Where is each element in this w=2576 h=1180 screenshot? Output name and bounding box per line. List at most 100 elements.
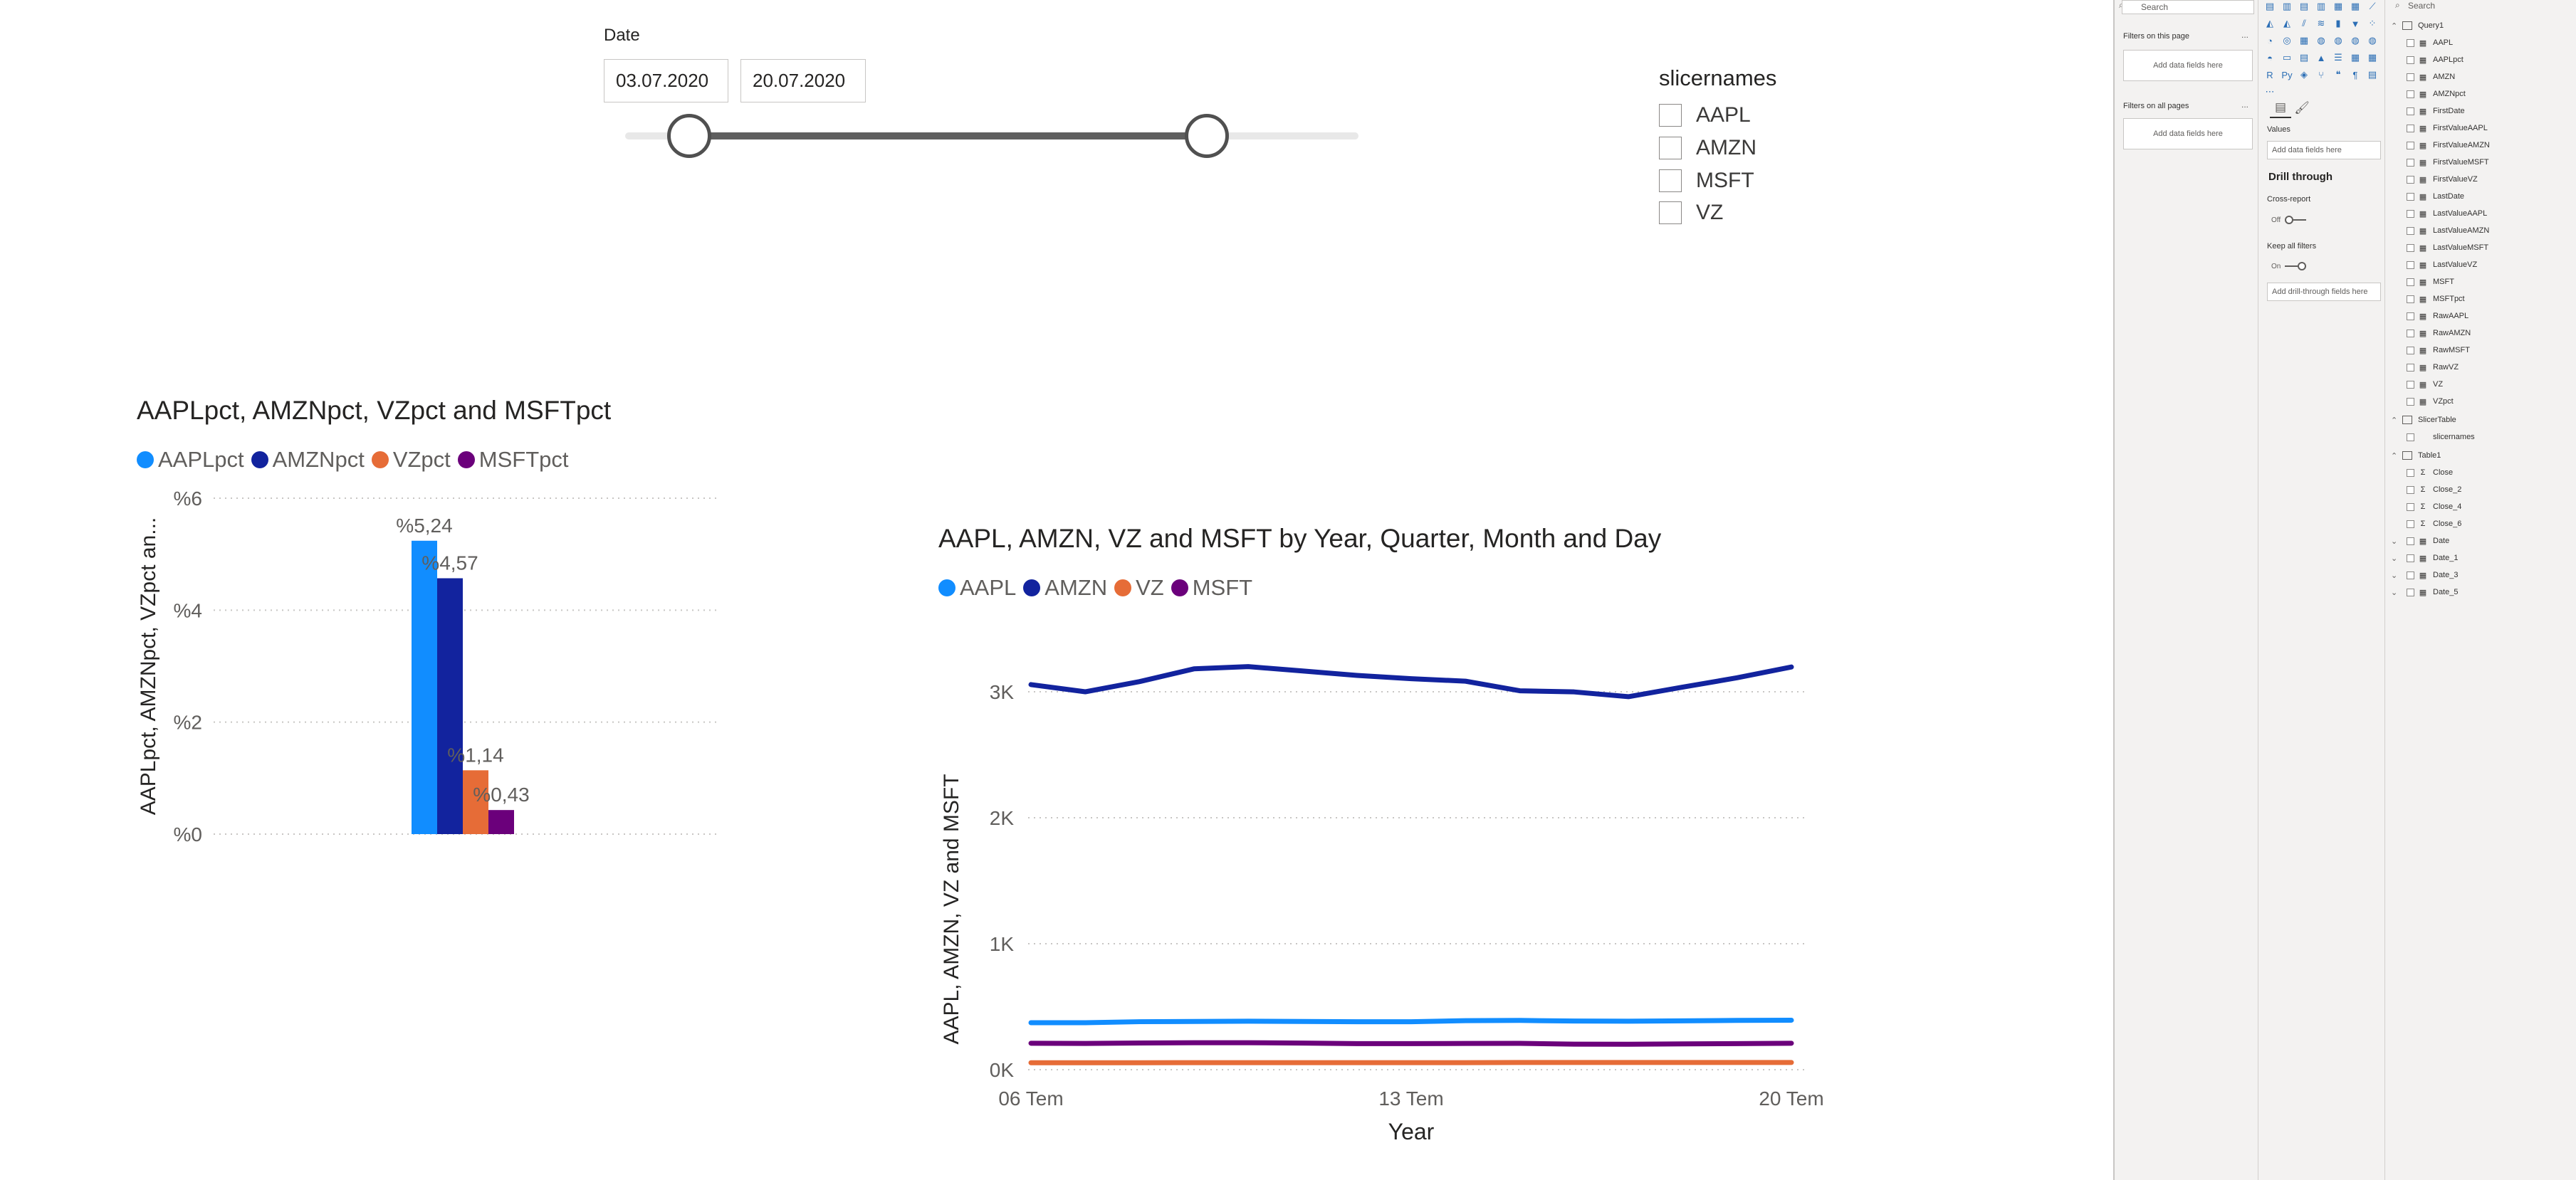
- checkbox[interactable]: [2407, 90, 2414, 98]
- qa-icon[interactable]: ❝: [2335, 69, 2341, 80]
- stacked-bar-icon[interactable]: ▤: [2265, 1, 2275, 11]
- checkbox[interactable]: [1659, 137, 1682, 159]
- field-item[interactable]: ⌄ ▦ Date_3: [2391, 567, 2458, 583]
- checkbox[interactable]: [2407, 278, 2414, 286]
- slicer-item-aapl[interactable]: AAPL: [1659, 101, 1751, 130]
- funnel-icon[interactable]: ▼: [2350, 18, 2360, 29]
- chevron-up-icon[interactable]: ⌃: [2391, 416, 2398, 425]
- r-visual-icon[interactable]: R: [2266, 69, 2273, 80]
- field-item[interactable]: ▦ LastDate: [2407, 189, 2464, 204]
- checkbox[interactable]: [2407, 363, 2414, 372]
- field-item[interactable]: ▦ FirstValueMSFT: [2407, 154, 2489, 170]
- more-icon[interactable]: ⋯: [2265, 86, 2275, 97]
- format-tab-icon[interactable]: 🖌: [2294, 101, 2310, 115]
- slicer-icon[interactable]: ☰: [2334, 52, 2342, 63]
- ribbon-icon[interactable]: ≋: [2317, 18, 2325, 28]
- paginated-icon[interactable]: ▤: [2367, 69, 2377, 80]
- report-filters-drop-well[interactable]: Add data fields here: [2123, 118, 2253, 149]
- field-item[interactable]: ▦ LastValueAMZN: [2407, 223, 2489, 238]
- treemap-icon[interactable]: ▦: [2299, 35, 2309, 46]
- stacked-column-icon[interactable]: ▥: [2282, 1, 2292, 11]
- checkbox[interactable]: [2407, 397, 2414, 406]
- checkbox[interactable]: [2407, 107, 2414, 115]
- checkbox[interactable]: [2407, 124, 2414, 132]
- field-item[interactable]: slicernames: [2407, 429, 2475, 445]
- field-table-slicertable[interactable]: ⌃ SlicerTable: [2391, 412, 2456, 428]
- card-icon[interactable]: ▭: [2282, 52, 2292, 63]
- field-item[interactable]: ▦ LastValueMSFT: [2407, 240, 2488, 256]
- clustered-column-icon[interactable]: ▥: [2316, 1, 2326, 11]
- checkbox[interactable]: [1659, 201, 1682, 224]
- chevron-down-icon[interactable]: ⌄: [2391, 537, 2398, 546]
- checkbox[interactable]: [2407, 73, 2414, 81]
- line-chart[interactable]: 0K 1K 2K 3K 06 Tem 13 Tem 20 Tem Year AAPL, AMZN…: [926, 626, 1851, 1153]
- checkbox[interactable]: [2407, 520, 2414, 528]
- field-table-table1[interactable]: ⌃ Table1: [2391, 448, 2441, 463]
- field-item[interactable]: Σ Close: [2407, 465, 2453, 480]
- checkbox[interactable]: [2407, 380, 2414, 389]
- field-item[interactable]: ▦ FirstValueVZ: [2407, 172, 2478, 187]
- checkbox[interactable]: [1659, 169, 1682, 192]
- keep-filters-toggle[interactable]: On: [2271, 261, 2307, 271]
- checkbox[interactable]: [2407, 243, 2414, 252]
- field-item[interactable]: ▦ VZ: [2407, 376, 2443, 392]
- field-table-query1[interactable]: ⌃ Query1: [2391, 18, 2444, 33]
- field-item[interactable]: ⌄ ▦ Date_1: [2391, 550, 2458, 566]
- fields-search-input[interactable]: Search: [2408, 1, 2436, 11]
- field-item[interactable]: ▦ MSFTpct: [2407, 291, 2465, 307]
- narrative-icon[interactable]: ¶: [2352, 69, 2358, 80]
- cross-report-toggle[interactable]: Off: [2271, 215, 2307, 225]
- 100pct-column-icon[interactable]: ▦: [2350, 1, 2360, 11]
- kpi-icon[interactable]: ▲: [2316, 52, 2326, 63]
- checkbox[interactable]: [2407, 346, 2414, 354]
- checkbox[interactable]: [2407, 192, 2414, 201]
- checkbox[interactable]: [2407, 209, 2414, 218]
- field-item[interactable]: ▦ FirstValueAMZN: [2407, 137, 2490, 153]
- azure-map-icon[interactable]: ◍: [2368, 35, 2377, 46]
- fields-tab-icon[interactable]: ▤: [2270, 98, 2291, 118]
- values-drop-well[interactable]: Add data fields here: [2267, 141, 2381, 159]
- field-item[interactable]: ⌄ ▦ Date: [2391, 533, 2449, 549]
- slicer-item-amzn[interactable]: AMZN: [1659, 134, 1756, 162]
- waterfall-icon[interactable]: ▮: [2335, 18, 2341, 28]
- legend-item-msftpct[interactable]: MSFTpct: [457, 447, 569, 473]
- checkbox[interactable]: [2407, 571, 2414, 579]
- more-options-icon[interactable]: ...: [2241, 100, 2249, 110]
- checkbox[interactable]: [2407, 56, 2414, 64]
- chevron-down-icon[interactable]: ⌄: [2391, 554, 2398, 563]
- decomposition-tree-icon[interactable]: ⑂: [2318, 69, 2324, 80]
- field-item[interactable]: ▦ AAPL: [2407, 35, 2453, 51]
- checkbox[interactable]: [2407, 554, 2414, 562]
- checkbox[interactable]: [2407, 485, 2414, 494]
- stacked-area-icon[interactable]: ◭: [2283, 18, 2290, 28]
- drill-through-drop-well[interactable]: Add drill-through fields here: [2267, 283, 2381, 301]
- checkbox[interactable]: [2407, 537, 2414, 545]
- legend-item-amznpct[interactable]: AMZNpct: [251, 447, 365, 473]
- line-column-icon[interactable]: ⫽: [2302, 18, 2306, 28]
- clustered-bar-icon[interactable]: ▤: [2299, 1, 2309, 11]
- bar-chart[interactable]: %0 %2 %4 %6 AAPLpct, AMZNpct, VZpct an... %5,…: [128, 477, 733, 847]
- filters-search-input[interactable]: Search: [2122, 0, 2254, 14]
- legend-item-msft[interactable]: MSFT: [1171, 575, 1252, 601]
- gauge-icon[interactable]: ◓: [2267, 52, 2273, 63]
- checkbox[interactable]: [2407, 38, 2414, 47]
- chevron-up-icon[interactable]: ⌃: [2391, 21, 2398, 31]
- field-item[interactable]: ▦ RawVZ: [2407, 359, 2459, 375]
- date-slider-end-handle[interactable]: [1185, 114, 1229, 158]
- date-end-input[interactable]: 20.07.2020: [740, 59, 866, 102]
- checkbox[interactable]: [2407, 312, 2414, 320]
- field-item[interactable]: Σ Close_4: [2407, 499, 2461, 515]
- more-options-icon[interactable]: ...: [2241, 30, 2249, 40]
- 100pct-bar-icon[interactable]: ▦: [2333, 1, 2343, 11]
- checkbox[interactable]: [2407, 141, 2414, 149]
- slicer-item-msft[interactable]: MSFT: [1659, 167, 1754, 195]
- field-item[interactable]: ⌄ ▦ Date_5: [2391, 584, 2458, 600]
- area-chart-icon[interactable]: ◭: [2266, 18, 2273, 28]
- checkbox[interactable]: [2407, 502, 2414, 511]
- field-item[interactable]: ▦ RawAAPL: [2407, 308, 2468, 324]
- legend-item-vz[interactable]: VZ: [1114, 575, 1164, 601]
- pie-icon[interactable]: ◔: [2267, 35, 2273, 46]
- python-visual-icon[interactable]: Py: [2281, 69, 2293, 80]
- slicer-item-vz[interactable]: VZ: [1659, 199, 1723, 227]
- legend-item-aaplpct[interactable]: AAPLpct: [137, 447, 244, 473]
